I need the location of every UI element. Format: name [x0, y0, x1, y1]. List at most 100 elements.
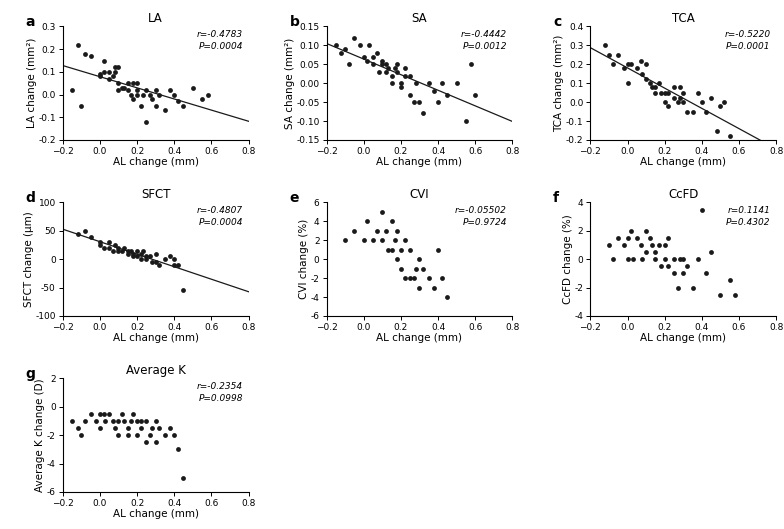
Point: [122, 79, 134, 87]
Point: [335, 49, 347, 57]
Point: [158, 431, 171, 440]
Text: g: g: [26, 367, 35, 381]
Point: [116, 409, 129, 418]
Point: [135, 255, 147, 263]
Point: [116, 84, 129, 92]
Point: [348, 226, 361, 235]
Point: [71, 40, 84, 49]
Title: TCA: TCA: [672, 12, 695, 25]
Point: [450, 79, 463, 87]
Point: [724, 276, 736, 285]
Point: [146, 258, 158, 266]
Point: [66, 417, 78, 425]
Point: [149, 258, 162, 266]
Point: [376, 56, 389, 65]
Point: [409, 264, 422, 273]
Point: [379, 226, 392, 235]
Point: [677, 255, 690, 263]
Point: [404, 245, 416, 254]
Point: [645, 83, 658, 91]
Point: [659, 88, 671, 97]
Point: [158, 255, 171, 263]
Point: [705, 248, 717, 257]
Point: [385, 217, 397, 225]
Point: [673, 83, 686, 91]
Point: [621, 79, 633, 87]
Point: [85, 409, 97, 418]
Point: [432, 98, 445, 106]
Point: [122, 86, 134, 94]
Point: [603, 241, 615, 249]
Point: [691, 88, 704, 97]
Point: [677, 269, 690, 278]
Point: [423, 79, 435, 87]
Point: [408, 274, 420, 282]
Point: [131, 79, 143, 87]
Point: [668, 255, 681, 263]
Point: [93, 409, 106, 418]
Point: [705, 94, 717, 103]
Point: [423, 274, 435, 282]
X-axis label: AL change (mm): AL change (mm): [641, 333, 726, 343]
Point: [636, 69, 648, 78]
Point: [78, 226, 91, 235]
Point: [97, 244, 110, 252]
X-axis label: AL change (mm): AL change (mm): [113, 157, 198, 167]
Point: [127, 409, 140, 418]
Point: [389, 236, 401, 244]
Point: [107, 247, 119, 255]
Point: [630, 234, 643, 242]
Title: SA: SA: [412, 12, 427, 25]
Point: [125, 90, 138, 99]
Point: [432, 245, 445, 254]
Point: [370, 226, 383, 235]
Point: [93, 241, 106, 249]
Point: [135, 249, 147, 258]
Point: [379, 68, 392, 76]
Point: [149, 102, 162, 110]
Point: [391, 68, 404, 76]
Point: [662, 88, 675, 97]
Point: [606, 255, 619, 263]
Point: [385, 79, 397, 87]
Point: [348, 33, 361, 42]
Point: [164, 86, 176, 94]
Point: [361, 56, 374, 65]
Y-axis label: Average K change (D): Average K change (D): [35, 378, 45, 492]
Point: [140, 417, 153, 425]
Point: [653, 79, 666, 87]
Title: LA: LA: [148, 12, 163, 25]
Point: [391, 226, 404, 235]
Point: [112, 244, 125, 252]
Point: [116, 247, 129, 255]
Point: [435, 274, 448, 282]
Point: [93, 72, 106, 80]
Point: [376, 208, 389, 216]
Point: [699, 269, 712, 278]
Point: [149, 417, 162, 425]
Point: [108, 68, 121, 76]
Point: [103, 244, 115, 252]
Point: [389, 64, 401, 72]
Point: [78, 417, 91, 425]
Point: [634, 241, 647, 249]
Point: [361, 217, 374, 225]
Point: [627, 255, 640, 263]
Point: [140, 86, 153, 94]
Point: [606, 60, 619, 69]
Point: [659, 241, 671, 249]
X-axis label: AL change (mm): AL change (mm): [376, 333, 463, 343]
Point: [695, 205, 708, 214]
Point: [135, 417, 147, 425]
Point: [612, 51, 625, 59]
Point: [90, 417, 103, 425]
Point: [93, 238, 106, 247]
Point: [699, 107, 712, 116]
Point: [339, 236, 351, 244]
Y-axis label: LA change (mm²): LA change (mm²): [27, 38, 37, 129]
Point: [108, 63, 121, 71]
Point: [125, 417, 138, 425]
Point: [131, 417, 143, 425]
Point: [136, 90, 149, 99]
Point: [404, 274, 416, 282]
